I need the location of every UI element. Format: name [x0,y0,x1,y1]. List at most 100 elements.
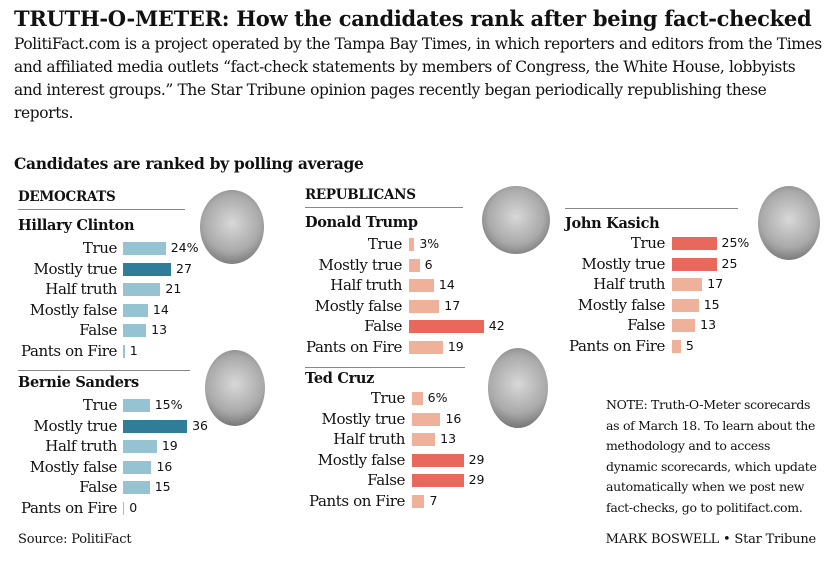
bar [123,440,157,454]
bar [672,237,717,250]
bernie-sanders-name: Bernie Sanders [18,374,139,391]
category-label: Mostly true [318,255,403,274]
category-label: Pants on Fire [308,492,405,510]
data-label: 15 [154,479,171,495]
category-label: True [370,389,406,407]
category-label: True [367,235,403,253]
bar [409,279,434,293]
category-label: True [82,396,118,414]
data-label: 36 [192,417,208,433]
category-label: True [630,234,666,252]
data-label: 25% [721,235,750,250]
divider [305,207,463,208]
trump-photo [482,186,550,254]
bar [123,481,150,495]
bar [123,399,150,412]
john-kasich-name: John Kasich [565,215,660,232]
source: Source: PolitiFact [18,532,132,547]
data-label: 29 [468,451,485,467]
category-label: Mostly false [29,300,118,319]
data-label: 6% [427,390,448,405]
category-label: False [79,321,117,340]
bar [672,298,699,312]
democrats-heading: DEMOCRATS [18,189,116,205]
bar [409,238,415,251]
republicans-heading: REPUBLICANS [305,187,416,203]
sanders-photo [205,350,265,426]
category-label: False [367,471,405,490]
page-title: TRUTH-O-METER: How the candidates rank a… [14,6,812,31]
data-label: 42 [488,318,505,334]
category-label: Half truth [330,276,402,295]
category-label: Half truth [45,437,117,456]
clinton-photo [200,190,264,264]
category-label: Mostly false [314,296,403,315]
data-label: 14 [438,277,455,293]
data-label: 24% [170,240,199,255]
data-label: 0 [129,500,138,515]
category-label: Mostly true [33,259,118,278]
data-label: 13 [151,322,168,338]
bar [123,502,125,515]
data-label: 15% [154,397,183,412]
data-label: 16 [445,410,462,426]
category-label: Half truth [333,430,405,449]
data-label: 19 [161,438,178,454]
data-label: 19 [447,339,464,354]
bar [123,460,152,474]
data-label: 1 [129,343,138,358]
bar [123,324,147,338]
bar [123,303,148,317]
bar [409,320,484,334]
bar [409,258,420,272]
note-text: NOTE: Truth-O-Meter scorecards as of Mar… [606,397,817,515]
data-label: 29 [468,472,485,488]
category-label: Pants on Fire [568,337,665,355]
bar [409,341,443,354]
ted-cruz-name: Ted Cruz [305,370,375,387]
bar [672,278,703,292]
donald-trump-name: Donald Trump [305,214,418,231]
data-label: 25 [721,255,738,271]
category-label: Half truth [45,280,117,299]
category-label: Mostly true [581,254,666,273]
category-label: Pants on Fire [305,338,402,356]
bar [409,299,440,313]
bar [412,495,425,508]
bar [412,453,464,467]
intro-text: PolitiFact.com is a project operated by … [14,35,822,122]
cruz-photo [488,348,548,428]
data-label: 7 [429,493,438,508]
bar [412,412,441,426]
data-label: 13 [440,431,457,447]
divider [565,208,738,209]
category-label: Mostly true [321,409,406,428]
bar [412,433,436,447]
bar [123,283,161,297]
category-label: Pants on Fire [20,499,117,517]
data-label: 15 [703,296,720,312]
data-label: 14 [152,301,169,317]
data-label: 27 [176,260,192,276]
data-label: 17 [444,297,461,313]
data-label: 5 [685,338,694,353]
bar [123,242,166,255]
category-label: Mostly true [33,416,118,435]
data-label: 13 [700,317,717,333]
divider [18,209,185,210]
category-label: Half truth [593,275,665,294]
bar [412,474,464,488]
category-label: Mostly false [317,450,406,469]
divider [305,367,465,368]
data-label: 21 [165,281,182,297]
data-label: 16 [156,458,173,474]
bar [412,392,423,405]
data-label: 3% [419,236,440,251]
divider [18,370,190,371]
data-label: 17 [707,276,724,292]
category-label: False [627,316,665,335]
data-label: 6 [424,256,433,272]
category-label: Pants on Fire [20,342,117,360]
category-label: True [82,239,118,257]
